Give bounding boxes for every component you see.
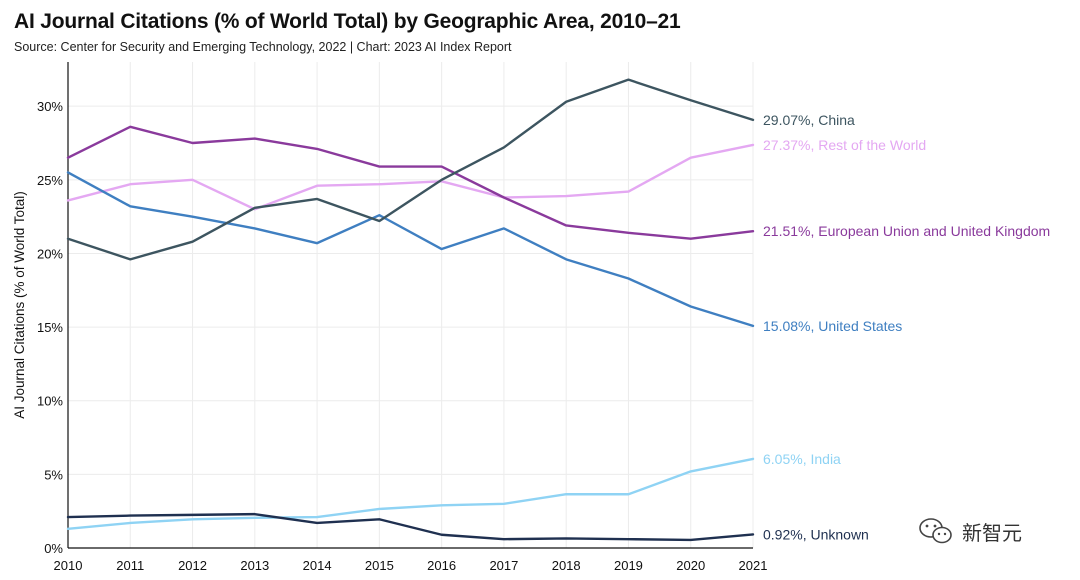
chart-subtitle: Source: Center for Security and Emerging… <box>14 40 512 54</box>
series-line-united-states <box>66 171 755 328</box>
x-tick-label: 2020 <box>676 558 705 573</box>
x-tick-label: 2014 <box>303 558 332 573</box>
series-line-european-union-and-united-kingdom <box>66 125 755 240</box>
end-label-india: 6.05%, India <box>763 451 841 467</box>
series-line-rest-of-the-world <box>66 143 755 211</box>
x-tick-label: 2018 <box>552 558 581 573</box>
watermark: 新智元 <box>918 516 1022 546</box>
x-tick-label: 2010 <box>54 558 83 573</box>
x-tick-label: 2017 <box>489 558 518 573</box>
series-line-china <box>66 78 755 261</box>
chart-title: AI Journal Citations (% of World Total) … <box>14 10 681 33</box>
end-label-unknown: 0.92%, Unknown <box>763 526 869 542</box>
y-tick-label: 15% <box>37 320 63 335</box>
y-tick-label: 10% <box>37 394 63 409</box>
y-tick-label: 0% <box>44 541 63 556</box>
wechat-logo-icon <box>919 518 952 544</box>
end-label-rest-of-the-world: 27.37%, Rest of the World <box>763 137 926 153</box>
x-tick-label: 2012 <box>178 558 207 573</box>
x-tick-label: 2015 <box>365 558 394 573</box>
y-axis-label: AI Journal Citations (% of World Total) <box>12 191 27 419</box>
x-tick-label: 2021 <box>739 558 768 573</box>
y-tick-label: 25% <box>37 173 63 188</box>
end-label-european-union-and-united-kingdom: 21.51%, European Union and United Kingdo… <box>763 223 1050 239</box>
y-tick-label: 5% <box>44 467 63 482</box>
x-tick-label: 2013 <box>240 558 269 573</box>
x-tick-label: 2016 <box>427 558 456 573</box>
x-tick-label: 2019 <box>614 558 643 573</box>
end-label-united-states: 15.08%, United States <box>763 318 902 334</box>
series-line-india <box>66 457 755 531</box>
series-line-unknown <box>66 512 755 542</box>
x-tick-label: 2011 <box>116 558 144 573</box>
y-tick-label: 30% <box>37 99 63 114</box>
watermark-text: 新智元 <box>962 520 1022 545</box>
end-label-china: 29.07%, China <box>763 112 855 128</box>
y-tick-label: 20% <box>37 246 63 261</box>
